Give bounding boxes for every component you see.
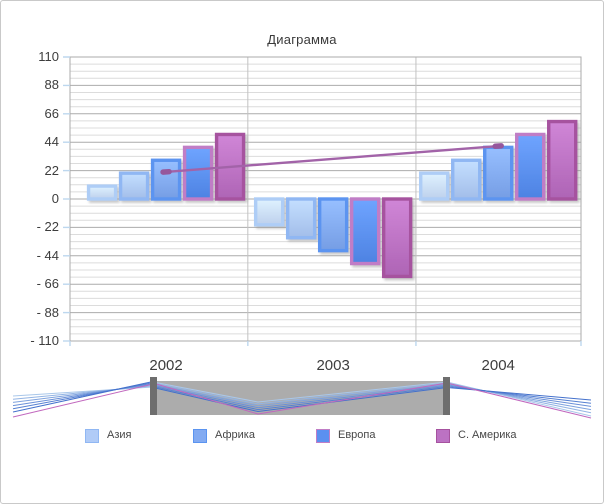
x-axis-label: 2002 bbox=[149, 357, 183, 374]
legend-label: С. Америка bbox=[458, 429, 517, 441]
axis-ticks bbox=[63, 56, 582, 346]
legend-swatch-icon bbox=[316, 429, 330, 443]
bar-Африка-2002[interactable] bbox=[150, 158, 182, 201]
range-selector-left-handle[interactable] bbox=[150, 377, 157, 415]
bar-Европа-2002[interactable] bbox=[182, 145, 214, 201]
bar-Азия-2002[interactable] bbox=[118, 171, 150, 201]
bar-series1-2004[interactable] bbox=[419, 171, 450, 201]
x-axis-label: 2003 bbox=[316, 357, 350, 374]
range-selector-sparklines bbox=[12, 381, 592, 419]
legend-swatch-icon bbox=[193, 429, 207, 443]
y-axis-label: 66 bbox=[44, 105, 59, 121]
legend-swatch-icon bbox=[85, 429, 99, 443]
bar-Африка-2004[interactable] bbox=[483, 145, 514, 201]
y-axis-label: - 110 bbox=[30, 333, 59, 348]
bar-С. Америка-2004[interactable] bbox=[547, 119, 578, 201]
y-axis-label: - 44 bbox=[36, 247, 59, 263]
legend-label: Африка bbox=[215, 429, 255, 441]
y-axis-label: - 66 bbox=[36, 276, 59, 292]
legend-label: Европа bbox=[338, 429, 376, 441]
y-axis-label: 110 bbox=[38, 49, 59, 64]
bar-Европа-2003[interactable] bbox=[349, 197, 381, 266]
y-axis-label: - 88 bbox=[36, 304, 59, 320]
legend-label: Азия bbox=[107, 429, 132, 441]
y-axis-label: 22 bbox=[44, 162, 59, 178]
chart-title: Диаграмма bbox=[267, 32, 337, 47]
bar-С. Америка-2003[interactable] bbox=[381, 197, 413, 279]
bar-Азия-2004[interactable] bbox=[451, 158, 482, 201]
x-axis-label: 2004 bbox=[481, 357, 515, 374]
bar-Азия-2003[interactable] bbox=[285, 197, 317, 240]
bar-series1-2003[interactable] bbox=[253, 197, 285, 227]
y-axis-label: 44 bbox=[44, 134, 59, 150]
bar-series1-2002[interactable] bbox=[86, 184, 118, 201]
bar-Европа-2004[interactable] bbox=[515, 132, 546, 201]
y-axis-label: - 22 bbox=[36, 219, 59, 235]
y-axis-label: 0 bbox=[51, 191, 59, 206]
y-axis-label: 88 bbox=[44, 77, 59, 93]
legend-swatch-icon bbox=[436, 429, 450, 443]
range-selector-right-handle[interactable] bbox=[443, 377, 450, 415]
bar-Африка-2003[interactable] bbox=[317, 197, 349, 253]
trendline[interactable] bbox=[160, 143, 504, 175]
